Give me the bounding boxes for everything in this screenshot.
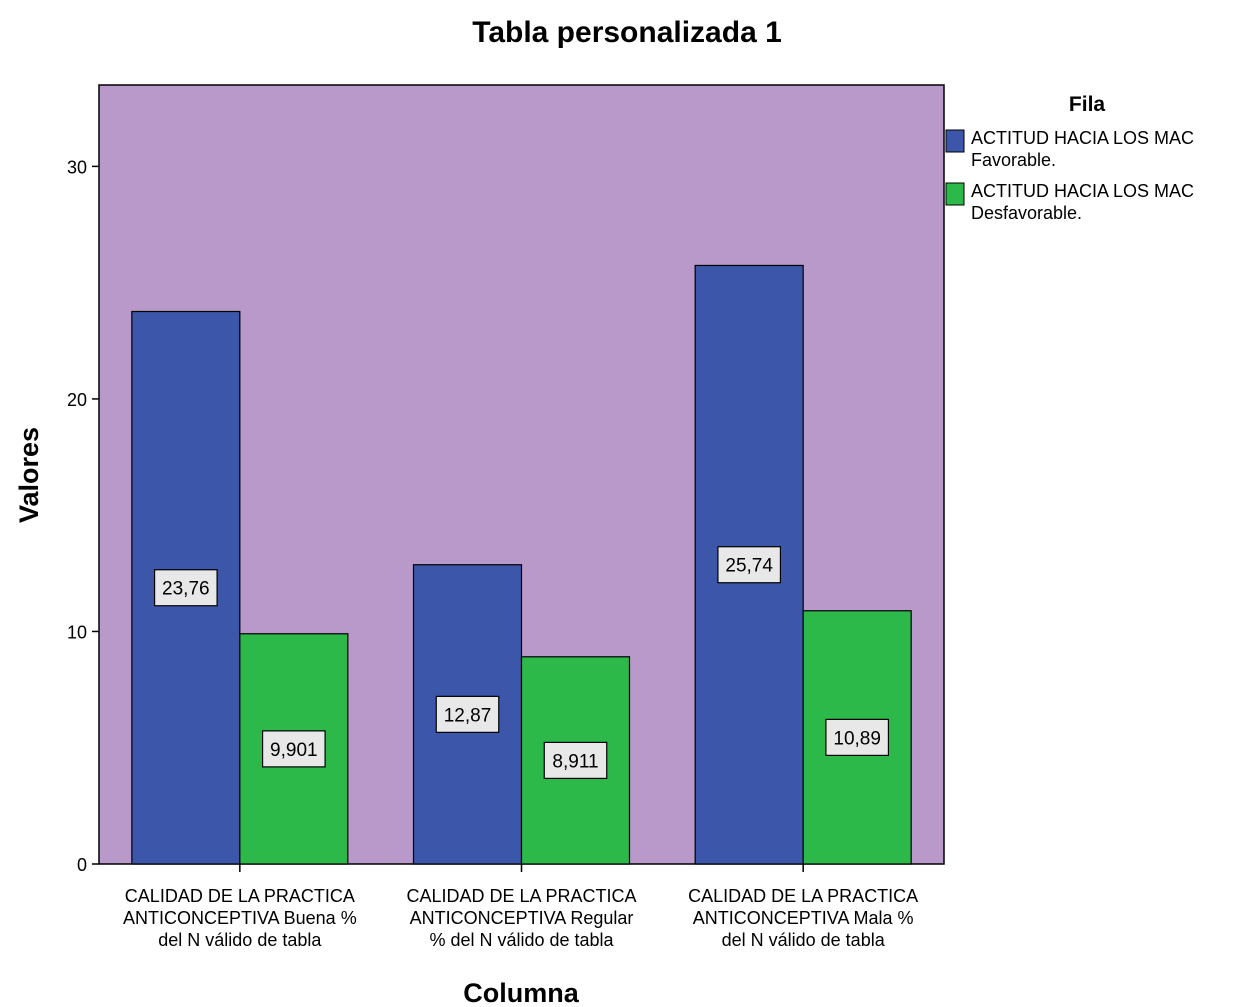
legend-swatch: [945, 182, 965, 206]
data-label-box: [825, 718, 890, 756]
data-label: 10,89: [833, 728, 881, 749]
data-label-box: [153, 569, 218, 607]
data-label-box: [261, 730, 326, 768]
chart-title: Tabla personalizada 1: [472, 16, 782, 49]
legend-title: Fila: [1069, 93, 1105, 116]
legend-label: ACTITUD HACIA LOS MAC Favorable.: [971, 128, 1194, 170]
data-label-box: [717, 546, 782, 584]
y-axis-title: Valores: [14, 427, 44, 523]
legend-swatch: [945, 129, 965, 153]
data-label: 8,911: [552, 751, 598, 772]
x-axis-title: Columna: [463, 978, 579, 1007]
y-tick-label: 30: [67, 157, 87, 177]
data-labels: 23,76 9,901 12,87 8,911 25,74 10,89: [153, 546, 890, 779]
data-label: 9,901: [270, 740, 318, 761]
y-tick-label: 0: [77, 855, 87, 875]
data-label: 12,87: [444, 705, 492, 726]
y-tick-label: 10: [67, 622, 87, 642]
y-tick-label: 20: [67, 390, 87, 410]
x-category-label: CALIDAD DE LA PRACTICA ANTICONCEPTIVA Bue…: [123, 886, 357, 950]
data-label-box: [543, 741, 608, 779]
y-axis: 0 10 20 30: [67, 157, 99, 875]
data-label: 23,76: [162, 579, 210, 600]
data-label: 25,74: [725, 556, 773, 577]
x-category-label: CALIDAD DE LA PRACTICA ANTICONCEPTIVA Mal…: [688, 886, 918, 950]
legend-label: ACTITUD HACIA LOS MAC Desfavorable.: [971, 181, 1194, 223]
data-label-box: [435, 695, 500, 733]
x-axis: CALIDAD DE LA PRACTICA ANTICONCEPTIVA Bue…: [123, 864, 918, 950]
x-category-label: CALIDAD DE LA PRACTICA ANTICONCEPTIVA Reg…: [406, 886, 636, 950]
legend: Fila ACTITUD HACIA LOS MAC Favorable. ACTI…: [945, 93, 1194, 223]
